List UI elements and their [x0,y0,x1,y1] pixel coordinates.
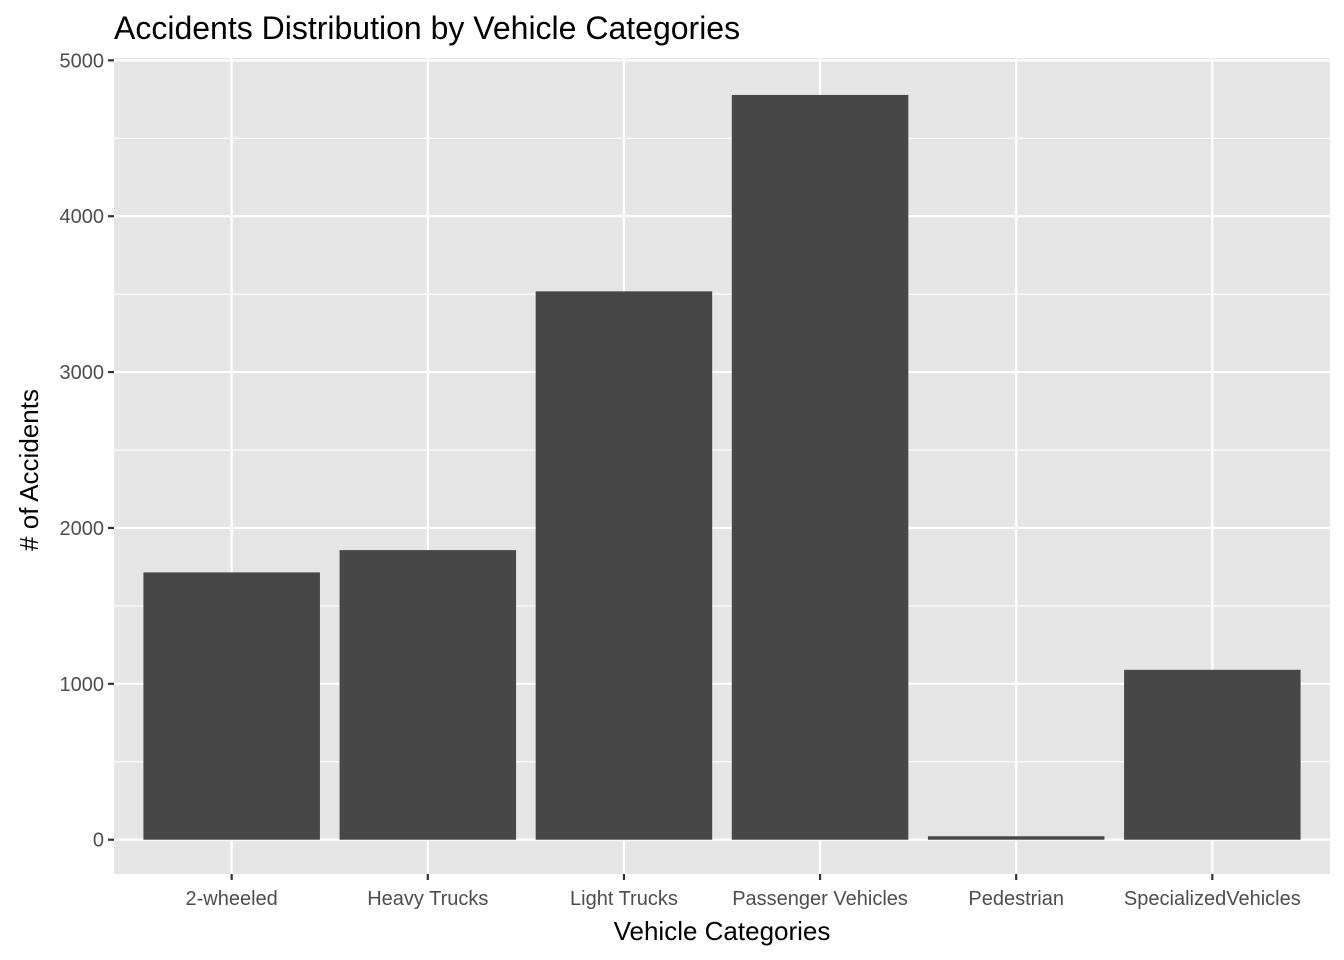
y-tick-label: 2000 [60,518,105,540]
bar-light-trucks [535,291,713,840]
bar-specializedvehicles [1124,669,1301,840]
bars [143,94,1301,840]
y-axis-title: # of Accidents [14,389,44,551]
y-tick-label: 4000 [60,206,105,228]
bar-heavy-trucks [339,550,517,840]
y-tick-label: 0 [93,830,104,852]
chart-title: Accidents Distribution by Vehicle Catego… [114,10,740,46]
y-tick-label: 3000 [60,362,105,384]
x-tick-label: 2-wheeled [186,888,278,910]
x-tick-label: Passenger Vehicles [732,888,908,910]
x-tick-label: Light Trucks [570,888,678,910]
x-tick-label: SpecializedVehicles [1124,888,1301,910]
x-axis: 2-wheeled Heavy Trucks Light Trucks Passeng… [186,874,1301,910]
y-tick-label: 5000 [60,50,105,72]
y-tick-label: 1000 [60,674,105,696]
x-tick-label: Heavy Trucks [367,888,488,910]
x-tick-label: Pedestrian [968,888,1064,910]
bar-passenger-vehicles [731,94,909,840]
bar-2-wheeled [143,572,320,840]
y-axis: 0 1000 2000 3000 4000 5000 [60,50,114,852]
x-axis-title: Vehicle Categories [614,916,831,946]
bar-pedestrian [927,836,1105,840]
